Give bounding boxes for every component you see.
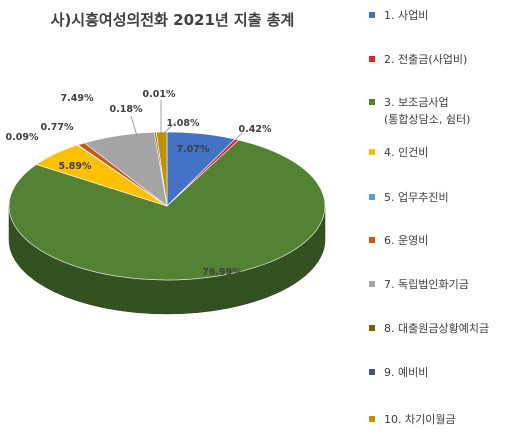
legend-label: 5. 업무추진비 xyxy=(384,191,449,204)
legend-swatch xyxy=(369,56,375,62)
data-label-8: 0.18% xyxy=(110,104,143,115)
legend-item-4: 4. 인건비 xyxy=(369,144,428,161)
legend-swatch xyxy=(369,237,375,243)
legend-item-7: 7. 독립법인화기금 xyxy=(369,276,469,293)
data-label-1: 7.07% xyxy=(177,144,210,155)
data-label-9: 0.01% xyxy=(143,89,176,100)
legend-item-1: 1. 사업비 xyxy=(369,7,428,24)
legend-label: 6. 운영비 xyxy=(384,234,429,247)
pie-data-labels: 7.07% 0.42% 76.99% 5.89% 0.09%0.77% 7.49% 0.18… xyxy=(6,89,272,278)
legend-label: 3. 보조금사업 (통합상담소, 쉼터) xyxy=(384,96,471,126)
chart-title: 사)시흥여성의전화 2021년 지출 총계 xyxy=(50,11,295,29)
legend-item-9: 9. 예비비 xyxy=(369,364,428,381)
data-label-4: 5.89% xyxy=(59,161,92,172)
legend-swatch xyxy=(369,149,375,155)
legend-label: 1. 사업비 xyxy=(384,9,429,22)
legend-label: 7. 독립법인화기금 xyxy=(384,278,469,291)
legend-label: 4. 인건비 xyxy=(384,146,429,159)
leader-line-1 xyxy=(235,132,243,140)
pie-slice-3 xyxy=(8,139,326,281)
data-label-2: 0.42% xyxy=(239,124,272,135)
legend-swatch xyxy=(369,325,375,331)
data-label-3: 76.99% xyxy=(202,267,242,278)
legend-swatch xyxy=(369,281,375,287)
legend-label: 9. 예비비 xyxy=(384,366,429,379)
legend-label: 2. 전출금(사업비) xyxy=(384,53,468,66)
data-label-6: 0.77% xyxy=(41,122,74,133)
legend-label: 10. 차기이월금 xyxy=(384,413,456,426)
legend-swatch xyxy=(369,194,375,200)
legend-item-6: 6. 운영비 xyxy=(369,232,428,249)
legend-item-2: 2. 전출금(사업비) xyxy=(369,51,467,68)
leader-line-4 xyxy=(163,121,177,134)
data-label-10: 1.08% xyxy=(167,118,200,129)
pie-tops xyxy=(8,131,326,281)
legend-label: 8. 대출원금상황예치금 xyxy=(384,322,490,335)
data-label-5: 0.09% xyxy=(6,132,39,143)
pie-slice-10 xyxy=(155,131,168,207)
data-label-7: 7.49% xyxy=(61,93,94,104)
legend-swatch xyxy=(369,99,375,105)
legend-item-8: 8. 대출원금상황예치금 xyxy=(369,320,489,337)
legend-swatch xyxy=(369,369,375,375)
legend-item-3: 3. 보조금사업 (통합상담소, 쉼터) xyxy=(369,94,470,128)
legend-swatch xyxy=(369,416,375,422)
legend-item-10: 10. 차기이월금 xyxy=(369,411,456,428)
legend-item-5: 5. 업무추진비 xyxy=(369,189,449,206)
legend-swatch xyxy=(369,12,375,18)
leader-line-2 xyxy=(130,115,138,137)
